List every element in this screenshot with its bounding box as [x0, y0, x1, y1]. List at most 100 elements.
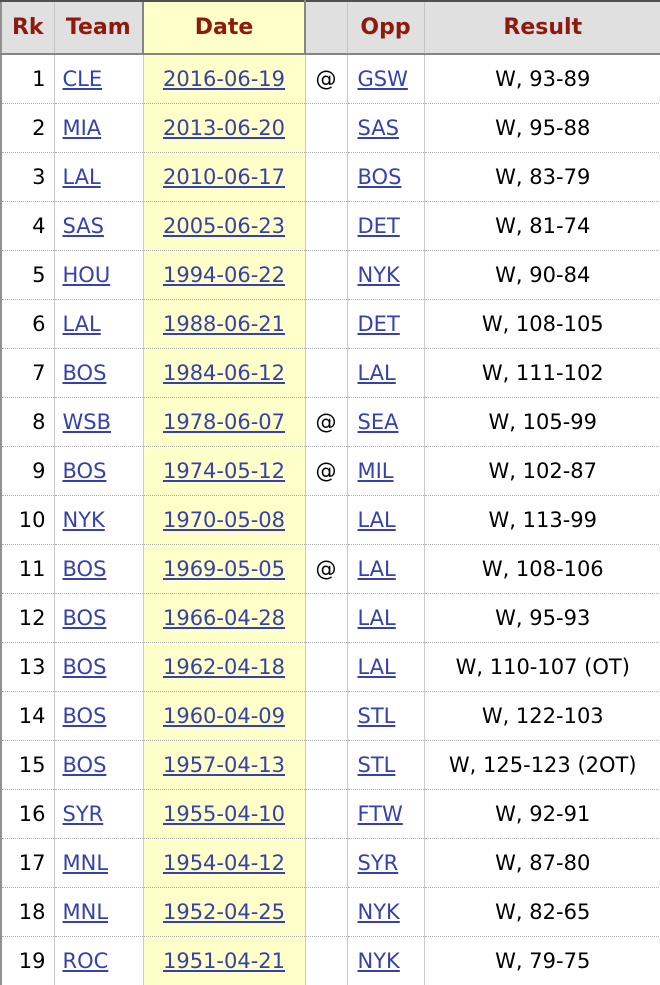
- team-cell: CLE: [53, 54, 143, 104]
- team-link[interactable]: SYR: [62, 802, 104, 826]
- date-link[interactable]: 1955-04-10: [162, 802, 286, 826]
- opp-link[interactable]: SYR: [357, 851, 399, 875]
- team-link[interactable]: ROC: [62, 949, 109, 973]
- team-cell: MIA: [53, 103, 143, 153]
- opp-link[interactable]: LAL: [357, 508, 396, 532]
- date-link[interactable]: 1974-05-12: [162, 459, 286, 483]
- date-cell: 1955-04-10: [142, 789, 305, 839]
- result-cell: W, 110-107 (OT): [423, 642, 660, 692]
- date-link[interactable]: 1969-05-05: [162, 557, 286, 581]
- team-link[interactable]: SAS: [62, 214, 104, 238]
- opp-cell: SYR: [346, 838, 424, 888]
- team-link[interactable]: LAL: [62, 312, 101, 336]
- team-link[interactable]: BOS: [62, 753, 107, 777]
- opp-link[interactable]: BOS: [357, 165, 402, 189]
- at-cell: [304, 838, 347, 888]
- date-cell: 2010-06-17: [142, 152, 305, 202]
- table-body: 1 CLE 2016-06-19 @ GSW W, 93-89 2 MIA 2013-06-20…: [0, 54, 660, 985]
- date-cell: 1988-06-21: [142, 299, 305, 349]
- rk-cell: 19: [0, 936, 54, 985]
- team-link[interactable]: BOS: [62, 557, 107, 581]
- date-link[interactable]: 1960-04-09: [162, 704, 286, 728]
- at-cell: [304, 201, 347, 251]
- team-link[interactable]: WSB: [62, 410, 112, 434]
- column-header-opponent[interactable]: Opp: [346, 0, 424, 55]
- date-cell: 1957-04-13: [142, 740, 305, 790]
- opp-link[interactable]: LAL: [357, 557, 396, 581]
- column-header-rank[interactable]: Rk: [0, 0, 54, 55]
- team-link[interactable]: CLE: [62, 67, 103, 91]
- team-link[interactable]: BOS: [62, 361, 107, 385]
- date-link[interactable]: 1966-04-28: [162, 606, 286, 630]
- date-link[interactable]: 1952-04-25: [162, 900, 286, 924]
- column-header-result[interactable]: Result: [423, 0, 660, 55]
- date-link[interactable]: 1994-06-22: [162, 263, 286, 287]
- date-link[interactable]: 1978-06-07: [162, 410, 286, 434]
- opp-link[interactable]: NYK: [357, 900, 400, 924]
- opp-link[interactable]: NYK: [357, 949, 400, 973]
- opp-link[interactable]: STL: [357, 704, 396, 728]
- team-cell: MNL: [53, 887, 143, 937]
- result-cell: W, 87-80: [423, 838, 660, 888]
- team-link[interactable]: NYK: [62, 508, 105, 532]
- date-cell: 2016-06-19: [142, 54, 305, 104]
- result-cell: W, 92-91: [423, 789, 660, 839]
- date-link[interactable]: 1951-04-21: [162, 949, 286, 973]
- result-cell: W, 102-87: [423, 446, 660, 496]
- opp-link[interactable]: LAL: [357, 606, 396, 630]
- date-link[interactable]: 1970-05-08: [162, 508, 286, 532]
- opp-cell: DET: [346, 299, 424, 349]
- rk-cell: 13: [0, 642, 54, 692]
- team-link[interactable]: BOS: [62, 704, 107, 728]
- column-header-location[interactable]: [304, 0, 347, 55]
- date-link[interactable]: 1962-04-18: [162, 655, 286, 679]
- opp-link[interactable]: SAS: [357, 116, 399, 140]
- team-link[interactable]: MIA: [62, 116, 102, 140]
- opp-link[interactable]: LAL: [357, 361, 396, 385]
- team-link[interactable]: MNL: [62, 900, 109, 924]
- team-link[interactable]: BOS: [62, 459, 107, 483]
- rk-cell: 1: [0, 54, 54, 104]
- team-cell: LAL: [53, 152, 143, 202]
- opp-link[interactable]: SEA: [357, 410, 399, 434]
- team-link[interactable]: MNL: [62, 851, 109, 875]
- date-link[interactable]: 1954-04-12: [162, 851, 286, 875]
- opp-link[interactable]: NYK: [357, 263, 400, 287]
- date-link[interactable]: 2010-06-17: [162, 165, 286, 189]
- date-link[interactable]: 1984-06-12: [162, 361, 286, 385]
- rk-cell: 16: [0, 789, 54, 839]
- team-link[interactable]: LAL: [62, 165, 101, 189]
- team-cell: SYR: [53, 789, 143, 839]
- column-header-team[interactable]: Team: [53, 0, 143, 55]
- opp-link[interactable]: DET: [357, 312, 400, 336]
- rk-cell: 11: [0, 544, 54, 594]
- opp-link[interactable]: FTW: [357, 802, 403, 826]
- result-cell: W, 125-123 (2OT): [423, 740, 660, 790]
- opp-link[interactable]: MIL: [357, 459, 394, 483]
- date-link[interactable]: 1988-06-21: [162, 312, 286, 336]
- table-row: 13 BOS 1962-04-18 LAL W, 110-107 (OT): [0, 642, 660, 692]
- opp-link[interactable]: GSW: [357, 67, 408, 91]
- date-cell: 1970-05-08: [142, 495, 305, 545]
- team-link[interactable]: HOU: [62, 263, 111, 287]
- opp-cell: STL: [346, 691, 424, 741]
- result-cell: W, 122-103: [423, 691, 660, 741]
- date-link[interactable]: 2016-06-19: [162, 67, 286, 91]
- opp-link[interactable]: STL: [357, 753, 396, 777]
- team-cell: BOS: [53, 740, 143, 790]
- date-link[interactable]: 2005-06-23: [162, 214, 286, 238]
- date-link[interactable]: 1957-04-13: [162, 753, 286, 777]
- opp-cell: STL: [346, 740, 424, 790]
- opp-link[interactable]: DET: [357, 214, 400, 238]
- column-header-date-sorted[interactable]: Date: [142, 0, 306, 55]
- table-row: 5 HOU 1994-06-22 NYK W, 90-84: [0, 250, 660, 300]
- opp-link[interactable]: LAL: [357, 655, 396, 679]
- at-cell: [304, 152, 347, 202]
- rk-cell: 14: [0, 691, 54, 741]
- date-link[interactable]: 2013-06-20: [162, 116, 286, 140]
- team-link[interactable]: BOS: [62, 655, 107, 679]
- header-row: Rk Team Date Opp Result: [0, 0, 660, 55]
- team-link[interactable]: BOS: [62, 606, 107, 630]
- date-cell: 1969-05-05: [142, 544, 305, 594]
